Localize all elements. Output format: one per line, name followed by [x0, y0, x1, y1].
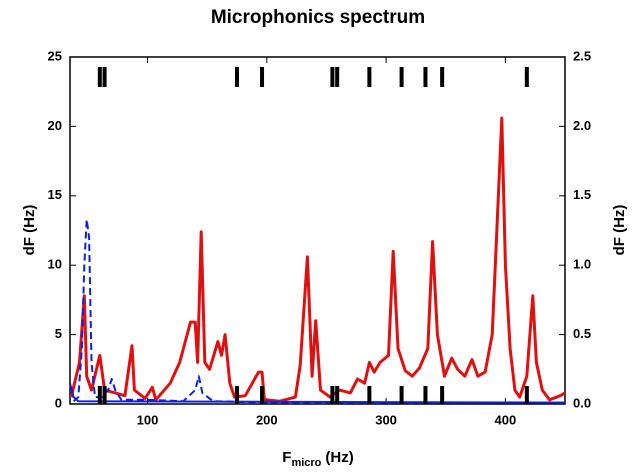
x-axis-label: Fmicro (Hz)	[282, 449, 353, 469]
x-tick-label: 200	[256, 412, 278, 427]
x-label-main: F	[282, 449, 291, 466]
marker-bottom	[102, 386, 107, 404]
marker-bottom	[423, 386, 428, 404]
x-tick-label: 100	[137, 412, 159, 427]
marker-top	[440, 67, 445, 87]
marker-bottom	[440, 386, 445, 404]
marker-top	[260, 67, 265, 87]
marker-bottom	[97, 386, 102, 404]
plot-frame	[69, 56, 566, 405]
marker-bottom	[335, 386, 340, 404]
series-line	[72, 218, 565, 404]
series-line	[69, 116, 566, 403]
marker-top	[335, 67, 340, 87]
marker-top	[399, 67, 404, 87]
y-tick-label: 25	[48, 48, 62, 63]
marker-bottom	[399, 386, 404, 404]
y-tick-label: 0	[55, 395, 62, 410]
x-tick-label: 400	[495, 412, 517, 427]
y2-tick-label: 1.0	[573, 257, 591, 272]
y-axis-label: dF (Hz)	[21, 205, 38, 256]
marker-top	[367, 67, 372, 87]
marker-bottom	[367, 386, 372, 404]
series-line	[69, 382, 566, 404]
marker-top	[102, 67, 107, 87]
marker-top	[97, 67, 102, 87]
y-tick-label: 15	[48, 187, 62, 202]
chart-title: Microphonics spectrum	[211, 7, 425, 28]
x-label-sub: micro	[291, 457, 321, 469]
marker-top	[524, 67, 529, 87]
y-tick-label: 10	[48, 257, 62, 272]
y-tick-label: 20	[48, 118, 62, 133]
x-tick-label: 300	[375, 412, 397, 427]
y2-tick-label: 2.5	[573, 48, 591, 63]
y2-tick-label: 1.5	[573, 187, 591, 202]
y2-tick-label: 0.5	[573, 326, 591, 341]
marker-bottom	[260, 386, 265, 404]
marker-bottom	[330, 386, 335, 404]
y2-axis-label: dF (Hz)	[611, 205, 628, 256]
y-tick-label: 5	[55, 326, 62, 341]
marker-bottom	[234, 386, 239, 404]
y2-tick-label: 0.0	[573, 395, 591, 410]
marker-top	[423, 67, 428, 87]
marker-top	[234, 67, 239, 87]
marker-top	[330, 67, 335, 87]
marker-bottom	[524, 386, 529, 404]
y2-tick-label: 2.0	[573, 118, 591, 133]
x-label-unit: (Hz)	[325, 449, 353, 466]
